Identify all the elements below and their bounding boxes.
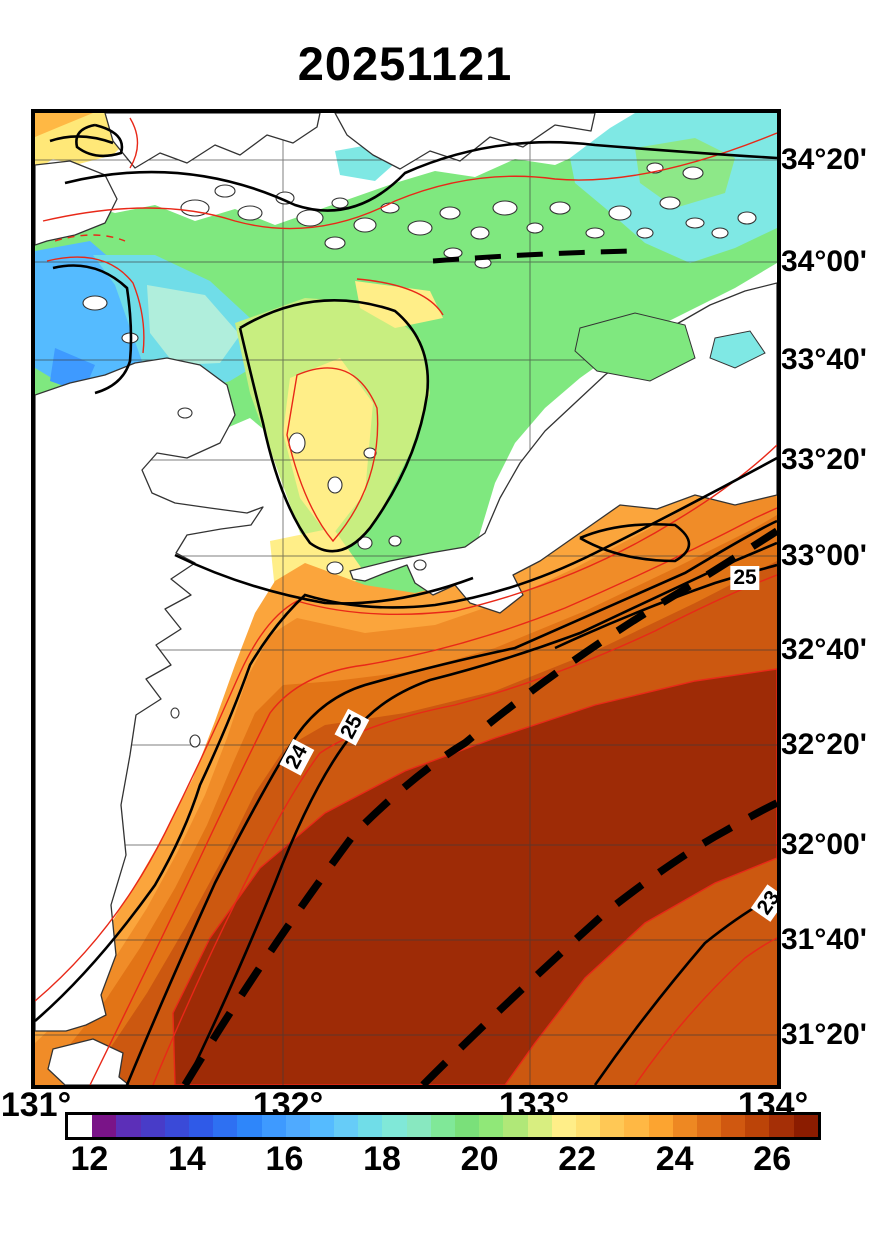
colorbar-swatch [527,1115,552,1137]
colorbar-swatch [309,1115,335,1137]
contour-label-25-box: 25 [730,566,760,590]
colorbar-swatch [551,1115,576,1137]
lat-label-3140: 31°40' [781,923,867,956]
colorbar-swatch [648,1115,673,1137]
colorbar-tick-16: 16 [265,1140,304,1178]
colorbar-swatch [479,1115,504,1137]
lat-label-3340: 33°40' [781,343,867,376]
colorbar-swatch [334,1115,359,1137]
colorbar-swatch [382,1115,407,1137]
colorbar-swatch [188,1115,214,1137]
colorbar-swatch [503,1115,528,1137]
lat-label-3420: 34°20' [781,143,867,176]
colorbar-swatch [261,1115,286,1137]
colorbar-swatch [455,1115,480,1137]
colorbar-swatch [624,1115,649,1137]
colorbar-swatch [406,1115,431,1137]
land-honshu-west [104,113,321,169]
colorbar-swatch [237,1115,262,1137]
colorbar-tick-22: 22 [558,1140,597,1178]
colorbar: 12 14 16 18 20 22 24 26 [65,1112,821,1180]
colorbar-swatch [164,1115,189,1137]
lon-label-131: 131° [0,1086,72,1124]
lat-label-3320: 33°20' [781,443,867,476]
lat-label-3220: 32°20' [781,728,867,761]
colorbar-swatch [358,1115,383,1137]
colorbar-swatch [213,1115,238,1137]
colorbar-tick-12: 12 [70,1140,109,1178]
colorbar-swatch [430,1115,455,1137]
colorbar-swatch [575,1115,601,1137]
map-svg [35,113,777,1085]
colorbar-tick-18: 18 [363,1140,401,1178]
lat-label-3240: 32°40' [781,633,867,666]
colorbar-tick-14: 14 [168,1140,206,1178]
colorbar-swatch [140,1115,165,1137]
sea-pockets [574,312,766,382]
page-title: 20251121 [297,37,513,90]
colorbar-swatch [92,1115,117,1137]
front-dashed-lines [181,248,777,1085]
lat-label-3200: 32°00' [781,828,867,861]
lat-label-3400: 34°00' [781,245,867,278]
colorbar-tick-20: 20 [460,1140,499,1178]
colorbar-tick-labels: 12 14 16 18 20 22 24 26 [65,1140,821,1180]
colorbar-tick-26: 26 [753,1140,792,1178]
land-kyushu-north [35,160,118,246]
colorbar-swatch [116,1115,141,1137]
colorbar-swatch [600,1115,625,1137]
lat-label-3300: 33°00' [781,539,867,572]
land-kyushu [35,357,264,1032]
lat-label-3120: 31°20' [781,1018,867,1051]
colorbar-swatch [672,1115,697,1137]
land-cape [47,1038,130,1085]
colorbar-swatch [745,1115,770,1137]
colorbar-swatch [769,1115,794,1137]
colorbar-swatch [285,1115,310,1137]
colorbar-swatch [793,1115,818,1137]
contours-major [35,123,777,1085]
colorbar-swatch [721,1115,746,1137]
colorbar-swatches [65,1112,821,1140]
map-canvas: 24 25 25 23 [31,109,781,1089]
colorbar-tick-24: 24 [655,1140,694,1178]
colorbar-swatch [68,1115,93,1137]
colorbar-swatch [696,1115,722,1137]
